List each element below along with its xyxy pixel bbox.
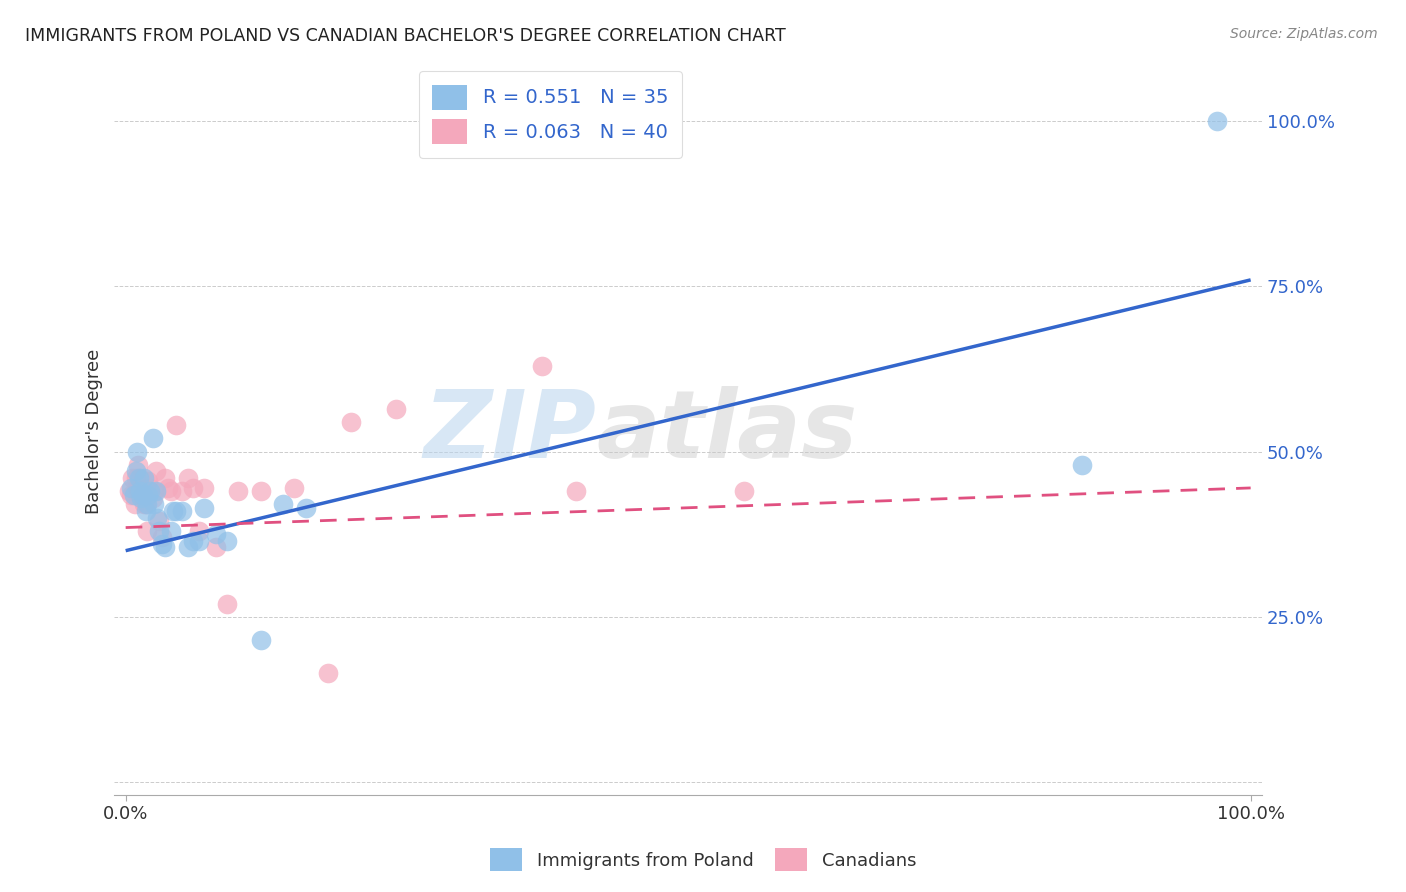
Point xyxy=(121,471,143,485)
Point xyxy=(1070,458,1092,472)
Point xyxy=(145,464,167,478)
Point xyxy=(226,484,249,499)
Point xyxy=(120,487,142,501)
Point xyxy=(131,491,153,505)
Point xyxy=(148,514,170,528)
Point xyxy=(135,504,157,518)
Point xyxy=(215,597,238,611)
Legend: Immigrants from Poland, Canadians: Immigrants from Poland, Canadians xyxy=(482,841,924,879)
Point xyxy=(150,531,173,545)
Point xyxy=(165,504,187,518)
Point xyxy=(187,524,209,538)
Point xyxy=(142,431,165,445)
Point xyxy=(132,471,155,485)
Point xyxy=(135,498,157,512)
Point xyxy=(193,500,215,515)
Point xyxy=(132,498,155,512)
Point xyxy=(131,491,153,505)
Point xyxy=(249,484,271,499)
Text: ZIP: ZIP xyxy=(423,386,596,478)
Point xyxy=(122,487,145,501)
Point xyxy=(136,498,159,512)
Point xyxy=(159,484,181,499)
Y-axis label: Bachelor's Degree: Bachelor's Degree xyxy=(86,349,103,515)
Point xyxy=(120,481,142,495)
Point xyxy=(249,632,271,647)
Point xyxy=(139,484,162,499)
Point xyxy=(139,481,162,495)
Point xyxy=(146,510,169,524)
Point xyxy=(148,524,170,538)
Point xyxy=(142,491,165,505)
Point xyxy=(176,541,198,555)
Point xyxy=(142,498,165,512)
Point xyxy=(157,481,180,495)
Point xyxy=(136,524,159,538)
Point xyxy=(170,484,193,499)
Point xyxy=(128,471,150,485)
Point xyxy=(153,471,176,485)
Point xyxy=(125,471,148,485)
Point xyxy=(733,484,755,499)
Text: IMMIGRANTS FROM POLAND VS CANADIAN BACHELOR'S DEGREE CORRELATION CHART: IMMIGRANTS FROM POLAND VS CANADIAN BACHE… xyxy=(25,27,786,45)
Point xyxy=(165,418,187,433)
Point xyxy=(294,500,316,515)
Point xyxy=(129,471,152,485)
Text: Source: ZipAtlas.com: Source: ZipAtlas.com xyxy=(1230,27,1378,41)
Point xyxy=(136,475,159,489)
Point xyxy=(339,415,361,429)
Point xyxy=(118,484,141,499)
Point xyxy=(145,484,167,499)
Legend: R = 0.551   N = 35, R = 0.063   N = 40: R = 0.551 N = 35, R = 0.063 N = 40 xyxy=(419,71,682,158)
Point xyxy=(384,401,406,416)
Point xyxy=(215,533,238,548)
Point xyxy=(187,533,209,548)
Point xyxy=(127,458,149,472)
Point xyxy=(124,498,146,512)
Point xyxy=(204,527,226,541)
Point xyxy=(129,484,152,499)
Point xyxy=(271,498,294,512)
Point xyxy=(142,484,165,499)
Text: atlas: atlas xyxy=(596,386,858,478)
Point xyxy=(125,464,148,478)
Point xyxy=(125,481,148,495)
Point xyxy=(170,504,193,518)
Point xyxy=(181,533,204,548)
Point xyxy=(193,481,215,495)
Point xyxy=(150,537,173,551)
Point xyxy=(128,484,150,499)
Point xyxy=(1206,114,1229,128)
Point xyxy=(283,481,305,495)
Point xyxy=(181,481,204,495)
Point xyxy=(136,487,159,501)
Point xyxy=(316,665,339,680)
Point xyxy=(530,359,553,373)
Point xyxy=(204,541,226,555)
Point xyxy=(564,484,586,499)
Point xyxy=(159,524,181,538)
Point xyxy=(131,487,153,501)
Point xyxy=(153,541,176,555)
Point xyxy=(176,471,198,485)
Point xyxy=(162,504,184,518)
Point xyxy=(125,444,148,458)
